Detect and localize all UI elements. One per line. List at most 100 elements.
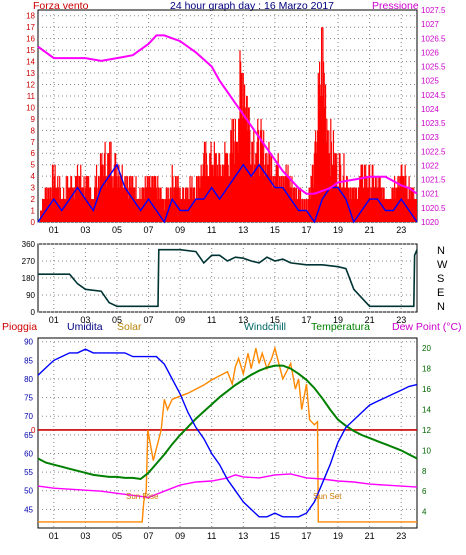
direction-y-tick-label: 180 (22, 274, 36, 283)
wind-y-tick-label: 6 (31, 149, 36, 158)
climate-panel-x-tick-label: 05 (112, 531, 122, 541)
pressure-y-tick-label: 1025.5 (421, 63, 446, 72)
series-pressione (37, 34, 418, 195)
pressure-y-tick-label: 1026.5 (421, 34, 446, 43)
climate-panel-x-tick-label: 09 (175, 531, 185, 541)
series-direction (38, 248, 418, 308)
pressure-y-tick-label: 1025 (421, 77, 439, 86)
climate-panel-x-tick-label: 13 (238, 531, 248, 541)
pressure-y-tick-label: 1023.5 (421, 119, 446, 128)
climate-panel-x-tick-label: 07 (144, 531, 154, 541)
climate-panel-x-tick-label: 11 (207, 531, 216, 541)
series-temperatura (37, 364, 418, 481)
wind-y-tick-label: 0 (31, 218, 36, 227)
pressure-y-tick-label: 1022 (421, 161, 439, 170)
wind-y-tick-label: 1 (31, 207, 36, 216)
wind-panel-x-tick-label: 07 (144, 225, 154, 235)
temperature-y-tick-label: 14 (422, 406, 431, 415)
direction-panel-x-tick-label: 13 (238, 315, 248, 325)
humidity-y-tick-label: 50 (24, 487, 33, 496)
series-dew-point (37, 473, 418, 499)
direction-panel-x-tick-label: 21 (365, 315, 375, 325)
pressure-y-tick-label: 1021.5 (421, 176, 446, 185)
wind-y-tick-label: 3 (31, 184, 36, 193)
rain-value-label: 0 (31, 426, 36, 435)
pressure-y-tick-label: 1021 (421, 190, 439, 199)
wind-y-tick-label: 15 (26, 46, 35, 55)
pressure-y-tick-label: 1023 (421, 133, 439, 142)
pressure-y-tick-label: 1020.5 (421, 204, 446, 213)
temperature-y-tick-label: 4 (422, 508, 427, 517)
series-umidita (37, 348, 418, 518)
direction-panel-x-tick-label: 03 (80, 315, 90, 325)
sunset-label: Sun Set (313, 492, 342, 501)
humidity-y-tick-label: 85 (24, 356, 33, 365)
wind-y-tick-label: 13 (26, 69, 35, 78)
wind-panel-x-tick-label: 13 (238, 225, 248, 235)
wind-panel-x-tick-label: 21 (365, 225, 375, 235)
temperature-y-tick-label: 18 (422, 365, 431, 374)
climate-panel-x-tick-label: 19 (333, 531, 343, 541)
wind-y-tick-label: 18 (26, 12, 35, 21)
wind-y-tick-label: 8 (31, 126, 36, 135)
label-windchill: Windchill (244, 321, 286, 333)
label-rain: Pioggia (2, 321, 37, 333)
pressure-y-tick-label: 1027.5 (421, 6, 446, 15)
wind-y-tick-label: 11 (27, 92, 36, 101)
label-dewpoint: Dew Point (°C) (392, 321, 462, 333)
climate-panel-x-tick-label: 03 (80, 531, 90, 541)
series-forza-vento (37, 163, 418, 224)
wind-y-tick-label: 7 (31, 138, 36, 147)
series-solar (38, 345, 417, 523)
wind-y-tick-label: 10 (26, 103, 35, 112)
wind-panel-x-tick-label: 05 (112, 225, 122, 235)
wind-panel-x-tick-label: 19 (333, 225, 343, 235)
direction-panel-x-tick-label: 19 (333, 315, 343, 325)
wind-y-tick-label: 14 (26, 58, 35, 67)
wind-panel-x-tick-label: 11 (207, 225, 216, 235)
wind-y-tick-label: 5 (31, 161, 36, 170)
compass-label: N (437, 245, 445, 257)
wind-panel-x-tick-label: 03 (80, 225, 90, 235)
label-temperature: Temperatura (311, 321, 370, 333)
direction-panel-x-tick-label: 17 (301, 315, 311, 325)
pressure-y-tick-label: 1024.5 (421, 91, 446, 100)
compass-label: S (437, 273, 444, 285)
wind-panel-x-tick-label: 15 (270, 225, 280, 235)
wind-y-tick-label: 4 (31, 172, 36, 181)
pressure-y-tick-label: 1020 (421, 218, 439, 227)
wind-panel-x-tick-label: 09 (175, 225, 185, 235)
direction-panel-x-tick-label: 01 (49, 315, 59, 325)
wind-panel-x-tick-label: 23 (396, 225, 406, 235)
compass-label: E (437, 287, 444, 299)
humidity-y-tick-label: 55 (24, 468, 33, 477)
temperature-y-tick-label: 10 (422, 446, 431, 455)
right-axis-label: Pressione (372, 0, 419, 12)
humidity-y-tick-label: 65 (24, 431, 33, 440)
humidity-y-tick-label: 60 (24, 449, 33, 458)
pressure-y-tick-label: 1026 (421, 48, 439, 57)
direction-panel-x-tick-label: 15 (270, 315, 280, 325)
climate-panel-x-tick-label: 17 (301, 531, 311, 541)
humidity-y-tick-label: 45 (24, 505, 33, 514)
humidity-y-tick-label: 70 (24, 412, 33, 421)
climate-panel-frame (37, 337, 418, 529)
climate-panel-x-tick-label: 21 (365, 531, 375, 541)
left-axis-label: Forza vento (33, 0, 89, 12)
climate-panel-x-tick-label: 01 (49, 531, 59, 541)
humidity-y-tick-label: 75 (24, 394, 33, 403)
temperature-y-tick-label: 20 (422, 344, 431, 353)
temperature-y-tick-label: 12 (422, 426, 431, 435)
direction-panel-x-tick-label: 23 (396, 315, 406, 325)
pressure-y-tick-label: 1022.5 (421, 147, 446, 156)
pressure-y-tick-label: 1027 (421, 20, 439, 29)
label-humidity: Umidita (67, 321, 103, 333)
direction-y-tick-label: 0 (31, 308, 36, 317)
humidity-y-tick-label: 90 (24, 338, 33, 347)
humidity-y-tick-label: 80 (24, 375, 33, 384)
climate-panel-x-tick-label: 23 (396, 531, 406, 541)
temperature-y-tick-label: 8 (422, 467, 427, 476)
label-solar: Solar (117, 321, 142, 333)
